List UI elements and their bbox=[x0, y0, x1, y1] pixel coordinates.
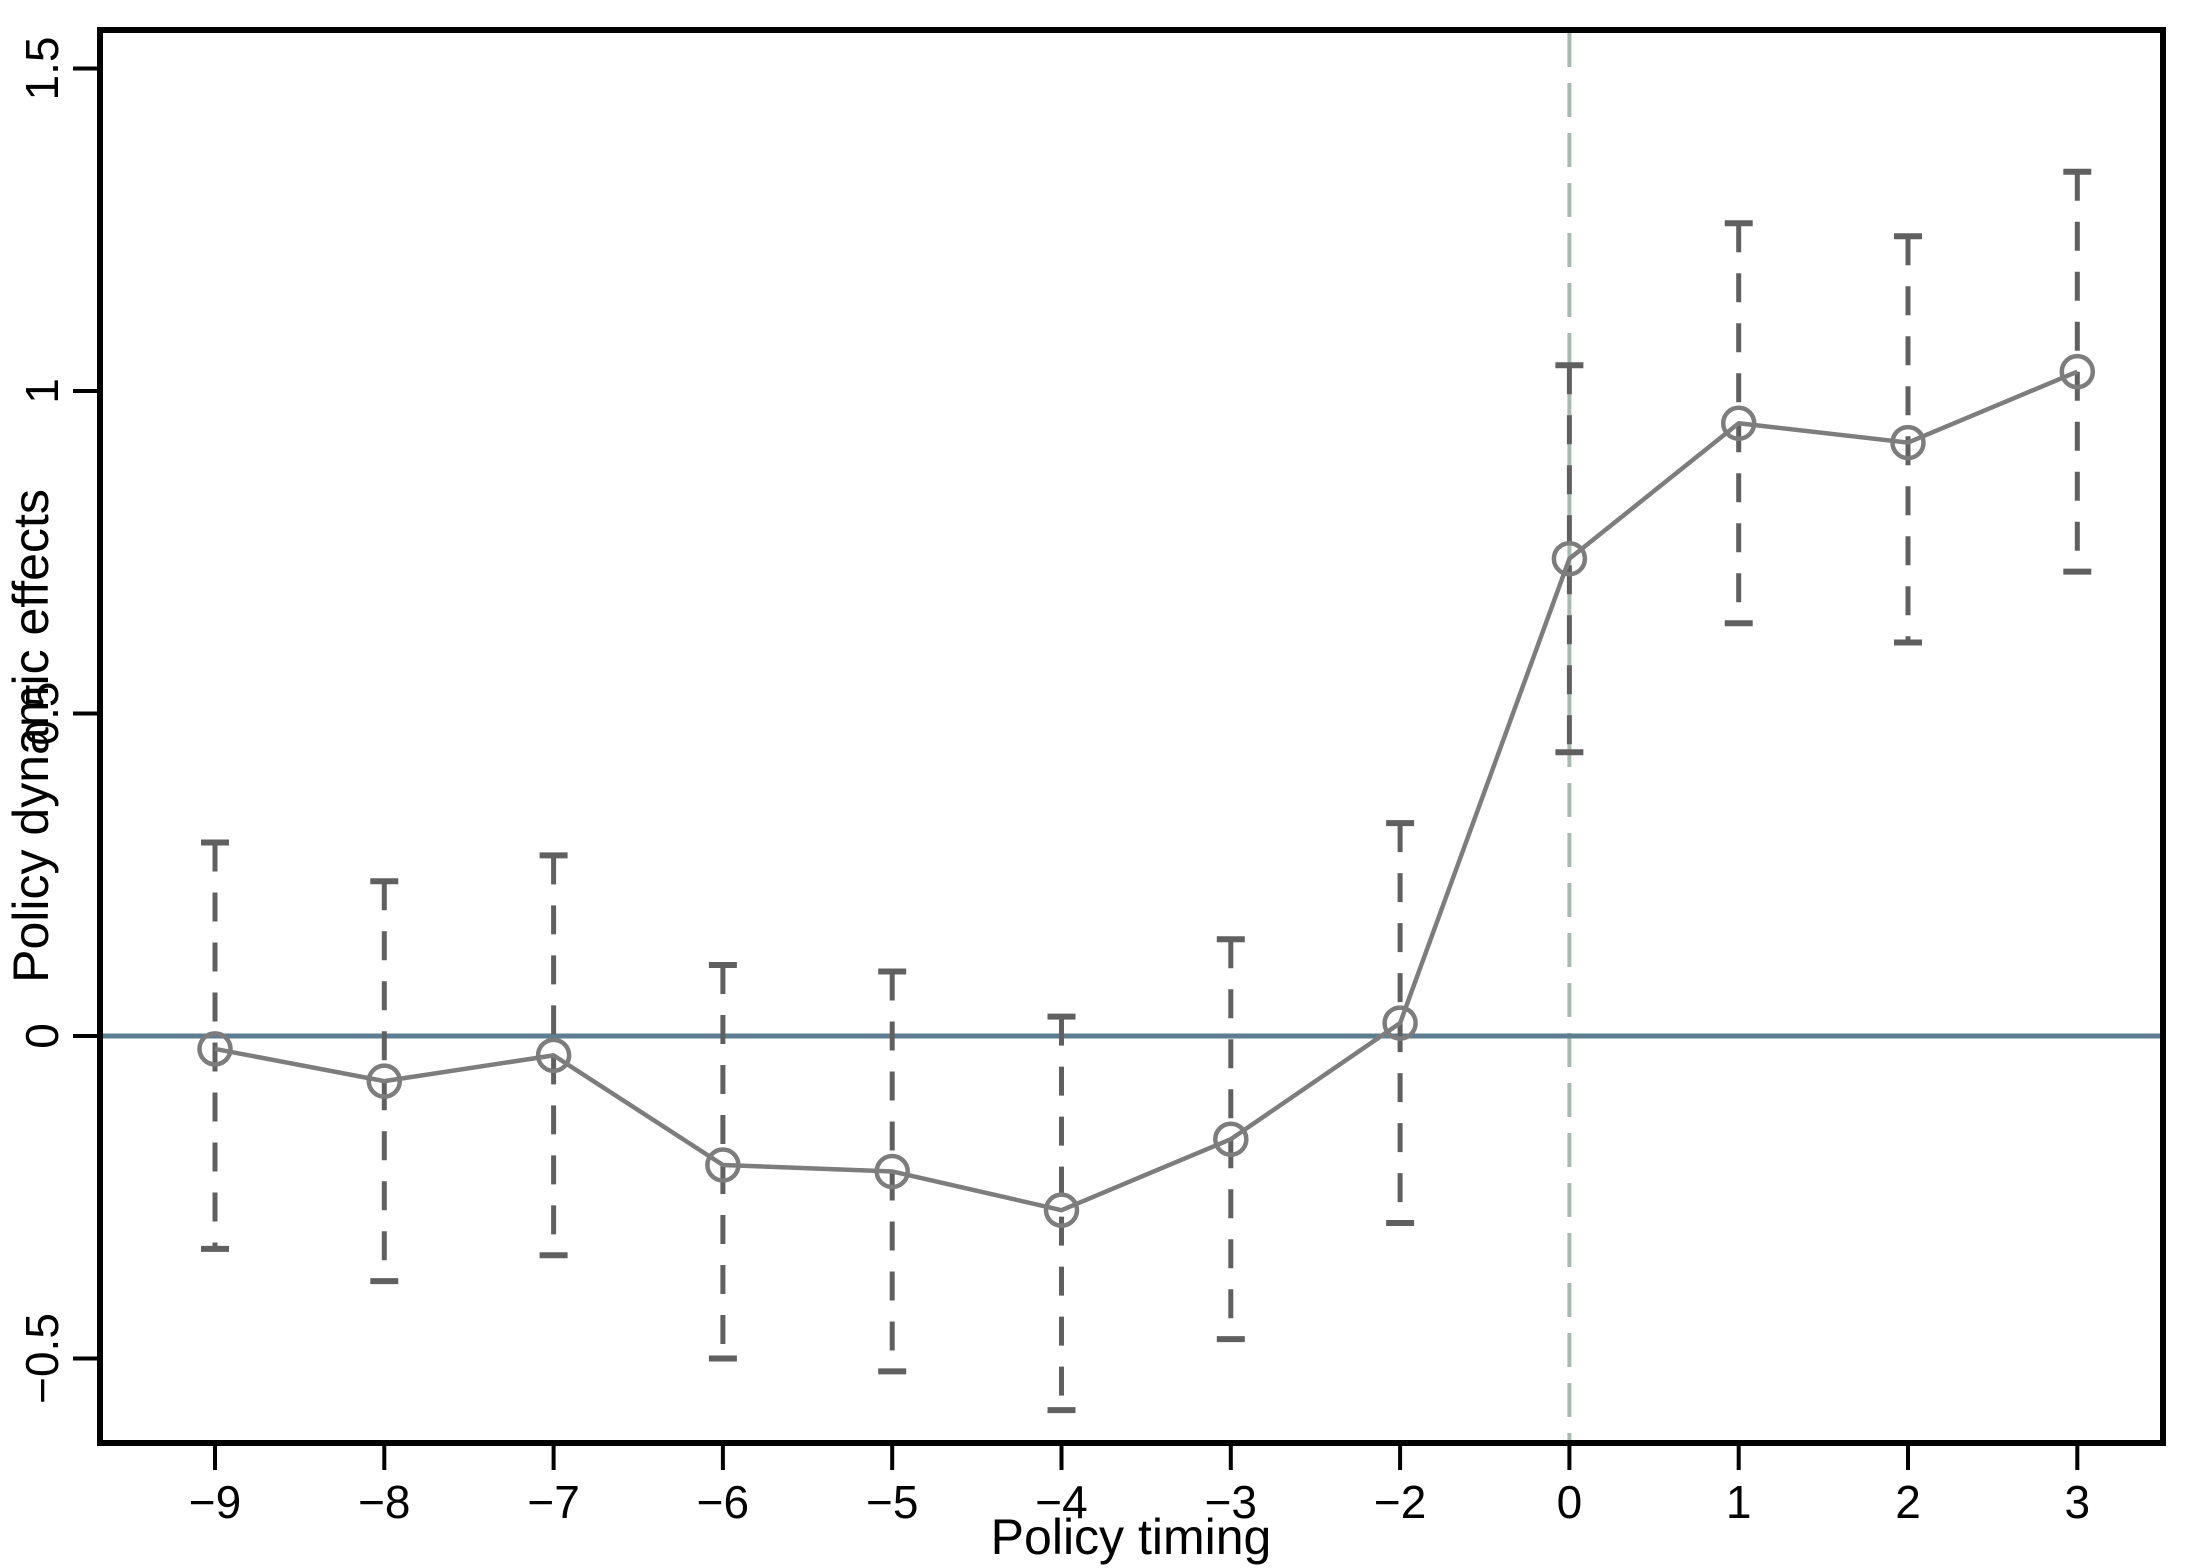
x-axis-tick-label: −2 bbox=[1374, 1476, 1426, 1528]
x-axis-tick-label: 1 bbox=[1726, 1476, 1752, 1528]
x-axis-title: Policy timing bbox=[991, 1509, 1272, 1565]
x-axis-tick-label: 3 bbox=[2065, 1476, 2091, 1528]
point-estimate-marker bbox=[1043, 1192, 1080, 1228]
point-estimate-marker bbox=[1213, 1121, 1249, 1157]
point-estimate-marker bbox=[705, 1147, 741, 1183]
y-axis-tick-label: 1 bbox=[16, 378, 68, 404]
markers-layer bbox=[197, 353, 2096, 1228]
confidence-intervals-layer bbox=[201, 168, 2092, 1414]
x-axis-tick-label: −7 bbox=[527, 1476, 579, 1528]
series-layer bbox=[214, 369, 2079, 1213]
x-axis-tick-label: 2 bbox=[1895, 1476, 1921, 1528]
x-axis-tick-label: −4 bbox=[1035, 1476, 1087, 1528]
plot-border bbox=[97, 27, 2166, 1446]
point-estimate-marker bbox=[1382, 1005, 1418, 1041]
y-axis-tick-label: 0.5 bbox=[16, 682, 68, 746]
y-axis-tick-label: 0 bbox=[16, 1023, 68, 1049]
x-axis-tick-label: −6 bbox=[697, 1476, 749, 1528]
y-axis-title: Policy dynamic effects bbox=[3, 489, 59, 983]
plot-border-layer bbox=[97, 27, 2166, 1446]
x-axis-tick-label: 0 bbox=[1557, 1476, 1583, 1528]
axis-ticks-layer: −9 −8 −7 −6 −5 −4 −3 −2 0 1 2 3 1.5 1 0.5 0 −0.5 bbox=[16, 37, 2090, 1528]
x-axis-tick-label: −3 bbox=[1205, 1476, 1257, 1528]
y-axis-tick-label: 1.5 bbox=[16, 37, 68, 101]
point-estimate-marker bbox=[535, 1037, 572, 1074]
x-axis-tick-label: −8 bbox=[358, 1476, 410, 1528]
point-estimate-marker bbox=[1551, 540, 1588, 577]
point-estimate-marker bbox=[874, 1153, 910, 1190]
point-estimate-marker bbox=[1720, 405, 1757, 441]
point-estimate-marker bbox=[2059, 353, 2096, 390]
point-estimate-marker bbox=[1890, 424, 1926, 461]
point-estimate-marker bbox=[197, 1031, 233, 1067]
reference-lines-layer bbox=[103, 33, 2160, 1440]
x-axis-tick-label: −5 bbox=[866, 1476, 918, 1528]
point-estimate-line bbox=[214, 369, 2079, 1213]
point-estimate-marker bbox=[366, 1063, 403, 1099]
x-axis-tick-label: −9 bbox=[189, 1476, 241, 1528]
y-axis-tick-label: −0.5 bbox=[16, 1313, 68, 1404]
